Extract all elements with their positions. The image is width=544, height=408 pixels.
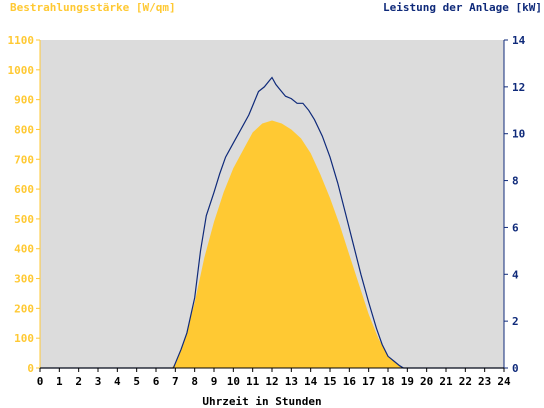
right-axis-title: Leistung der Anlage [kW] [383,1,542,14]
irradiance-area [40,120,504,368]
x-tick-label: 15 [323,375,336,388]
right-tick-label: 6 [512,221,519,234]
right-tick-label: 4 [512,268,519,281]
x-tick-label: 19 [401,375,414,388]
left-tick-label: 500 [14,213,34,226]
left-axis-title: Bestrahlungsstärke [W/qm] [10,1,176,14]
x-tick-label: 5 [133,375,140,388]
x-tick-label: 24 [497,375,511,388]
x-tick-label: 23 [478,375,491,388]
x-tick-label: 10 [227,375,240,388]
axes-layer: 0100200300400500600700800900100011000246… [8,34,526,388]
x-tick-label: 17 [362,375,375,388]
left-tick-label: 1100 [8,34,35,47]
x-tick-label: 6 [153,375,160,388]
x-tick-label: 2 [75,375,82,388]
x-tick-label: 22 [459,375,472,388]
x-tick-label: 12 [265,375,278,388]
x-axis-title: Uhrzeit in Stunden [202,395,321,408]
x-tick-label: 7 [172,375,179,388]
left-tick-label: 900 [14,94,34,107]
x-tick-label: 18 [381,375,394,388]
left-tick-label: 700 [14,153,34,166]
right-tick-label: 8 [512,175,519,188]
right-tick-label: 10 [512,128,525,141]
right-tick-label: 14 [512,34,526,47]
right-tick-label: 0 [512,362,519,375]
x-tick-label: 3 [95,375,102,388]
left-tick-label: 300 [14,273,34,286]
x-tick-label: 16 [343,375,357,388]
left-tick-label: 400 [14,243,34,256]
x-tick-label: 11 [246,375,260,388]
power-line [40,76,504,369]
left-tick-label: 0 [27,362,34,375]
x-tick-label: 21 [439,375,453,388]
x-tick-label: 0 [37,375,44,388]
x-tick-label: 9 [211,375,218,388]
x-tick-label: 13 [285,375,298,388]
x-tick-label: 20 [420,375,433,388]
left-tick-label: 1000 [8,64,35,77]
right-tick-label: 2 [512,315,519,328]
x-tick-label: 8 [191,375,198,388]
series-layer [40,76,504,369]
x-tick-label: 4 [114,375,121,388]
left-tick-label: 800 [14,123,34,136]
left-tick-label: 200 [14,302,34,315]
x-tick-label: 14 [304,375,318,388]
x-tick-label: 1 [56,375,63,388]
left-tick-label: 600 [14,183,34,196]
right-tick-label: 12 [512,81,525,94]
left-tick-label: 100 [14,332,34,345]
